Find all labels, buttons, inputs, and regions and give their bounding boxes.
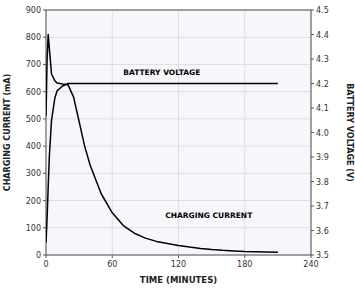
x-axis-label: TIME (MINUTES) — [140, 275, 217, 285]
x-axis: 0 60 120 180 240 — [43, 255, 318, 269]
x-tick-label: 180 — [237, 260, 252, 269]
y2-axis: 3.5 3.6 3.7 3.8 3.9 4.0 4.1 4.2 4.3 4.4 4.5 — [311, 6, 329, 260]
plot-area — [46, 10, 311, 255]
y2-tick — [311, 34, 314, 35]
y-tick-label: 300 — [26, 169, 41, 178]
y-tick — [43, 200, 46, 201]
x-tick — [178, 255, 179, 258]
y-tick — [43, 91, 46, 92]
y2-tick-label: 4.0 — [316, 129, 329, 138]
x-tick-label: 60 — [107, 260, 117, 269]
series-group — [46, 35, 278, 253]
y-tick — [43, 173, 46, 174]
y-tick-label: 200 — [26, 197, 41, 206]
y-tick-label: 700 — [26, 60, 41, 69]
x-tick-label: 0 — [43, 260, 48, 269]
y-axis-label: CHARGING CURRENT (mA) — [3, 74, 12, 191]
y-tick-label: 0 — [36, 251, 41, 260]
y2-tick — [311, 230, 314, 231]
annotation: CHARGING CURRENT — [165, 211, 253, 220]
grid-line-y — [46, 227, 311, 228]
grid-line-y — [46, 37, 311, 38]
y2-tick — [311, 59, 314, 60]
y-tick — [43, 227, 46, 228]
y-tick — [43, 64, 46, 65]
annotation: BATTERY VOLTAGE — [123, 68, 200, 77]
y-tick — [43, 146, 46, 147]
y2-tick-label: 4.3 — [316, 55, 329, 64]
y-tick-label: 900 — [26, 6, 41, 15]
y-tick — [43, 118, 46, 119]
x-tick — [244, 255, 245, 258]
y2-tick — [311, 83, 314, 84]
y2-tick — [311, 206, 314, 207]
y2-axis-label: BATTERY VOLTAGE (V) — [345, 83, 354, 182]
y2-tick-label: 3.5 — [316, 251, 329, 260]
x-tick-label: 240 — [303, 260, 318, 269]
grid-line-y — [46, 118, 311, 119]
y2-tick — [311, 108, 314, 109]
y-tick-label: 600 — [26, 88, 41, 97]
y2-tick — [311, 181, 314, 182]
grid-line-y — [46, 173, 311, 174]
y-tick-label: 500 — [26, 115, 41, 124]
series-line — [46, 84, 278, 243]
y-tick — [43, 255, 46, 256]
y2-tick — [311, 132, 314, 133]
x-tick — [112, 255, 113, 258]
chart: 0 60 120 180 240 TIME (MINUTES) 0 100 200 300 400 5… — [0, 0, 355, 289]
y2-tick-label: 4.5 — [316, 6, 329, 15]
y-tick — [43, 37, 46, 38]
y-tick-label: 800 — [26, 33, 41, 42]
grid-line-y — [46, 91, 311, 92]
grid-line-y — [46, 200, 311, 201]
y2-tick-label: 3.6 — [316, 227, 329, 236]
y2-tick — [311, 10, 314, 11]
y2-tick-label: 4.2 — [316, 80, 329, 89]
y2-tick-label: 3.7 — [316, 202, 329, 211]
y-tick-label: 400 — [26, 142, 41, 151]
grid-line-y — [46, 64, 311, 65]
y2-tick — [311, 157, 314, 158]
y2-tick-label: 3.8 — [316, 178, 329, 187]
y2-tick — [311, 255, 314, 256]
grid — [46, 10, 311, 255]
y2-tick-label: 3.9 — [316, 153, 329, 162]
series-line — [46, 35, 278, 253]
grid-line-x — [112, 10, 113, 255]
x-tick-label: 120 — [171, 260, 186, 269]
plot-frame — [46, 10, 311, 255]
y2-tick-label: 4.1 — [316, 104, 329, 113]
y-tick-label: 100 — [26, 224, 41, 233]
y-tick — [43, 10, 46, 11]
y2-tick-label: 4.4 — [316, 31, 329, 40]
grid-line-y — [46, 146, 311, 147]
y-axis: 0 100 200 300 400 500 600 700 800 900 — [26, 6, 46, 260]
